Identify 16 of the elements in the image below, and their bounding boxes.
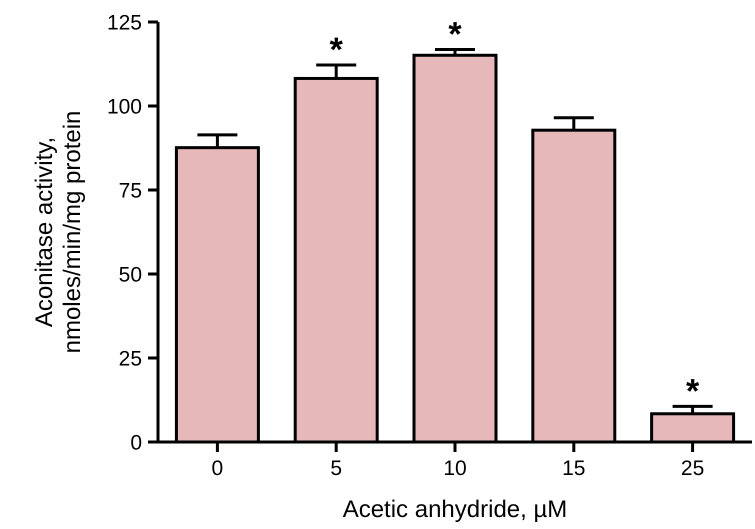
y-tick-label: 125 <box>106 11 142 34</box>
y-tick-label: 100 <box>106 95 142 118</box>
x-tick-label: 5 <box>330 457 342 480</box>
annotation: * <box>448 16 462 54</box>
x-tick-label: 10 <box>443 457 467 480</box>
x-axis-title: Acetic anhydride, µM <box>342 496 568 523</box>
y-tick-label: 75 <box>118 179 142 202</box>
x-tick-label: 15 <box>562 457 586 480</box>
x-tick-label: 25 <box>680 457 704 480</box>
y-tick-label: 0 <box>130 431 142 454</box>
annotation: * <box>686 372 700 410</box>
y-tick-label: 50 <box>118 263 142 286</box>
y-axis-title: Aconitase activity, nmoles/min/mg protein <box>31 110 86 354</box>
y-tick-label: 25 <box>118 347 142 370</box>
annotation: * <box>330 31 344 70</box>
x-tick-label: 0 <box>212 457 224 480</box>
